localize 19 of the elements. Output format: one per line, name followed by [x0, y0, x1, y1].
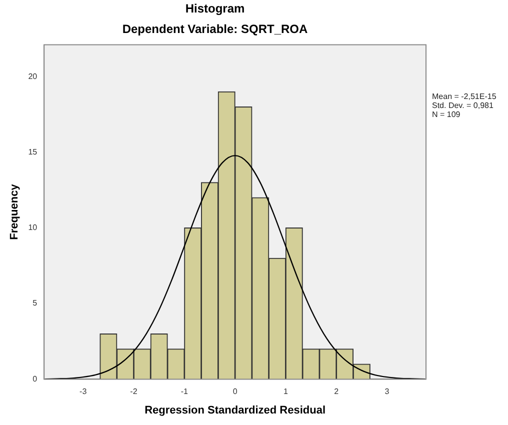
y-tick-label: 15 [28, 147, 38, 156]
x-tick-label: -3 [80, 387, 88, 396]
text: Mean = -2,51E-15 [432, 92, 497, 102]
x-tick-label: 2 [334, 387, 340, 396]
text: Std. Dev. = 0,981 [432, 101, 494, 110]
y-tick-label: 5 [32, 298, 38, 308]
text: N = 109 [432, 110, 461, 120]
y-tick-label: 20 [28, 72, 38, 81]
x-tick-label: 3 [384, 387, 390, 396]
chart-title: Histogram [185, 2, 245, 16]
y-tick-label: 0 [32, 374, 38, 384]
x-tick-label: 1 [283, 387, 288, 396]
y-tick-label: 10 [28, 223, 38, 232]
x-tick-label: -2 [130, 387, 138, 396]
x-tick-label: -1 [180, 387, 188, 396]
x-tick-label: 0 [232, 387, 238, 396]
x-axis-title: Regression Standardized Residual [144, 404, 326, 416]
chart-subtitle: Dependent Variable: SQRT_ROA [122, 22, 308, 36]
y-axis-title: Frequency [8, 183, 21, 240]
